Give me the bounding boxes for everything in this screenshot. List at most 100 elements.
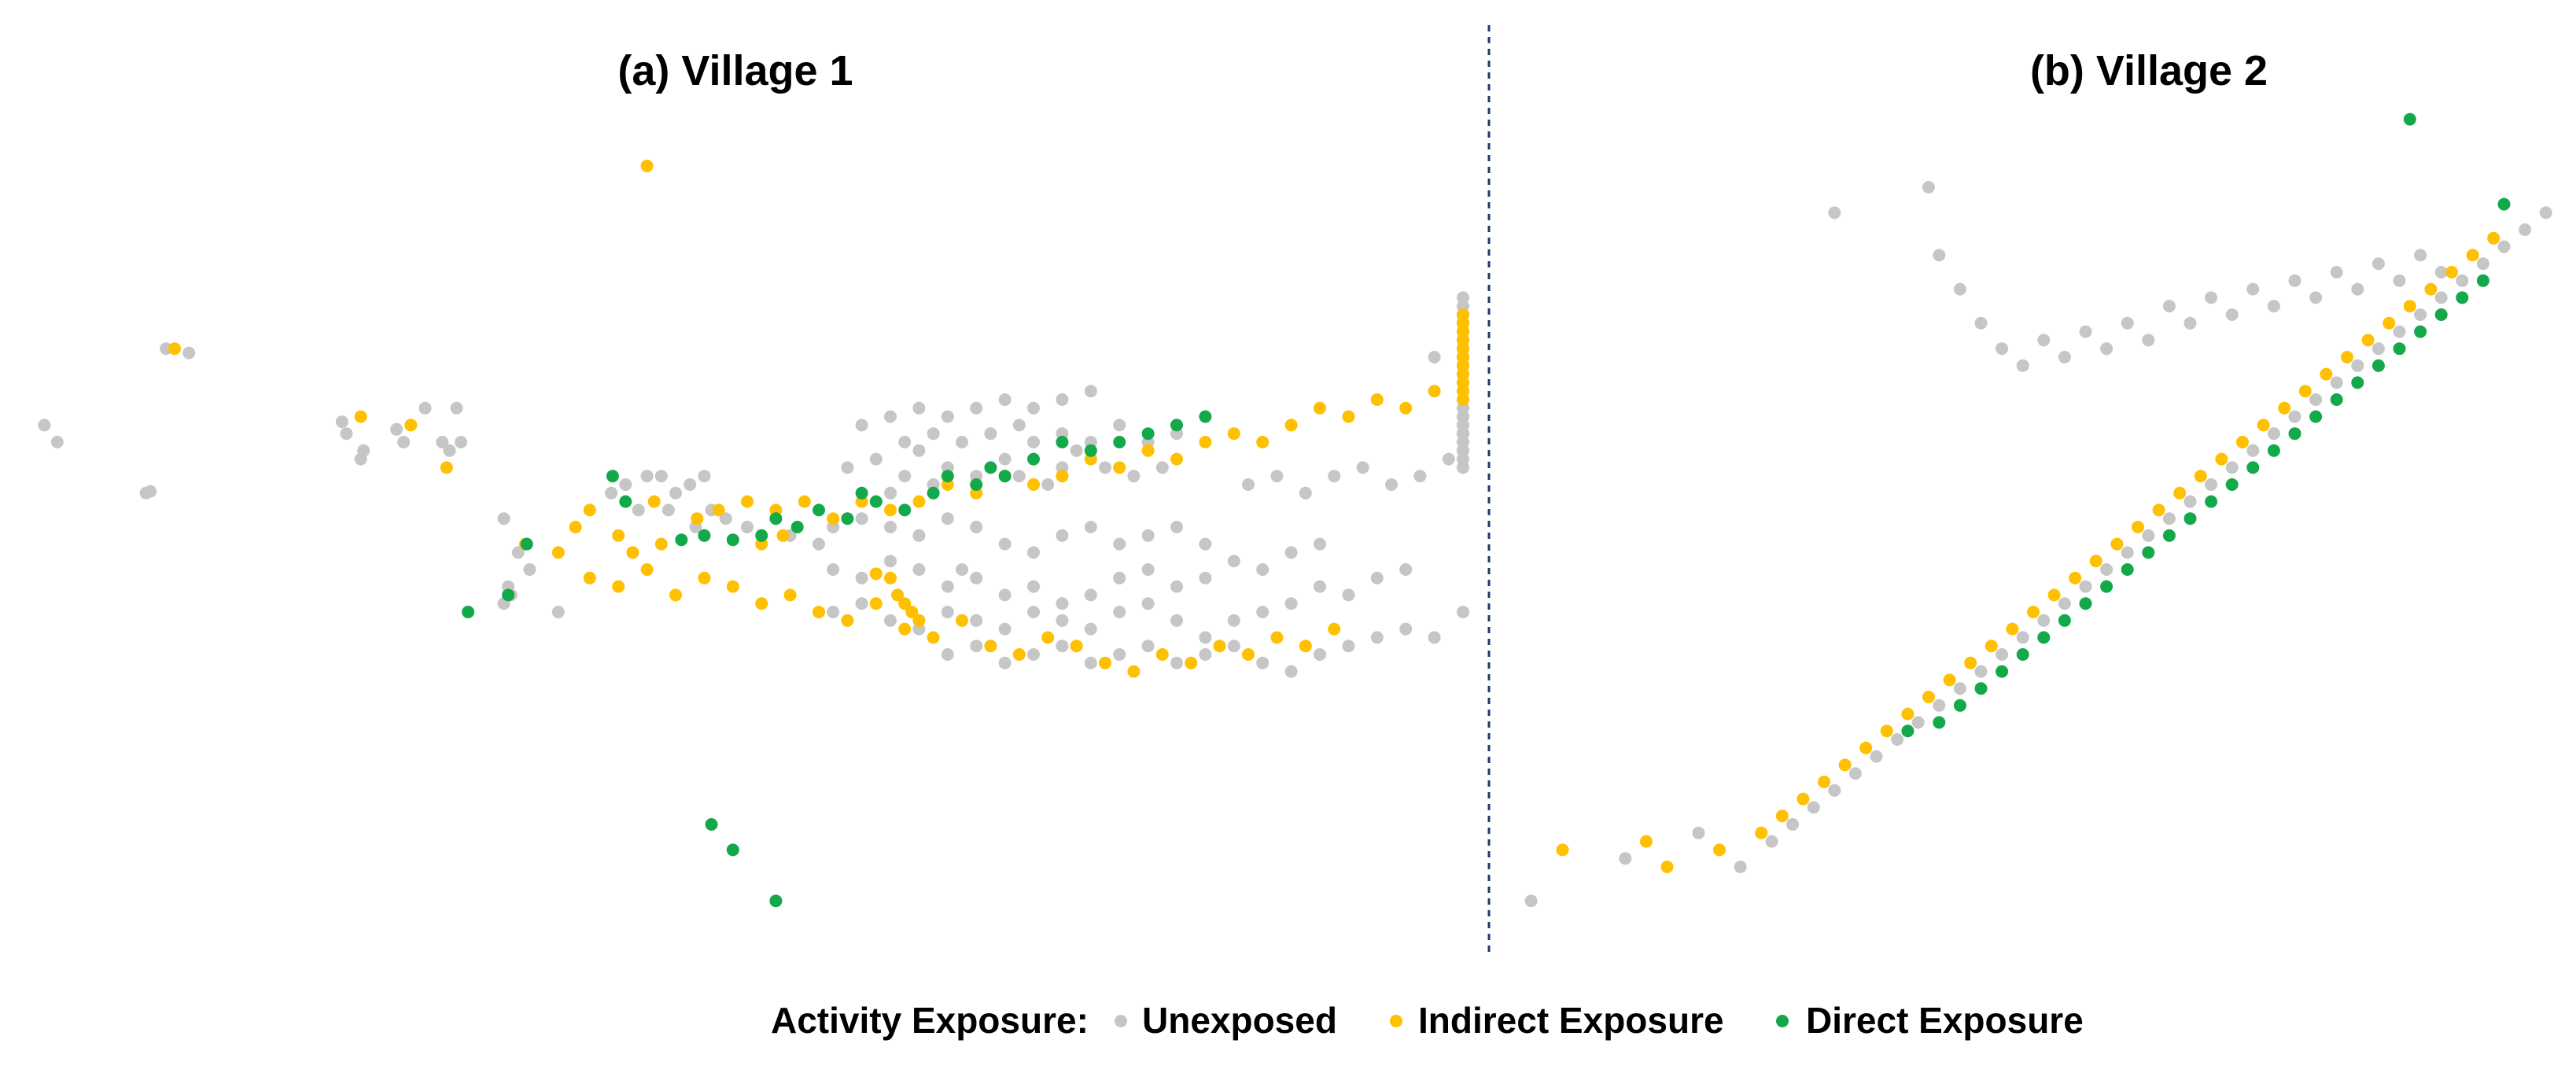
- panel-b-point-unexposed-37: [2434, 291, 2448, 304]
- panel-a-point-unexposed-116: [1027, 606, 1040, 618]
- panel-a-point-unexposed-61: [1012, 470, 1026, 483]
- panel-a-point-unexposed-185: [1428, 351, 1441, 363]
- panel-a-point-unexposed-141: [1256, 656, 1270, 669]
- panel-b-point-direct-exposure-29: [2497, 197, 2511, 211]
- legend-marker-indirect: [1390, 1015, 1402, 1027]
- panel-b-point-unexposed-44: [1922, 181, 1935, 194]
- panel-b-point-unexposed-32: [2330, 376, 2343, 389]
- panel-a-point-indirect-exposure-61: [841, 614, 854, 627]
- panel-a-point-unexposed-7: [357, 444, 370, 457]
- panel-a-point-unexposed-128: [1370, 571, 1384, 584]
- panel-a-point-indirect-exposure-56: [698, 571, 711, 584]
- panel-b-point-indirect-exposure-10: [1880, 725, 1893, 738]
- panel-a-point-indirect-exposure-69: [1070, 640, 1083, 653]
- panel-b-point-unexposed-30: [2288, 410, 2301, 423]
- panel-a-point-unexposed-26: [632, 503, 645, 517]
- panel-a-point-unexposed-9: [335, 415, 348, 429]
- panel-b-points: [1524, 112, 2552, 908]
- panel-a-point-unexposed-47: [956, 563, 968, 576]
- panel-b-point-unexposed-64: [2330, 266, 2343, 278]
- panel-b-point-indirect-exposure-11: [1901, 707, 1914, 721]
- panel-b-point-unexposed-11: [1891, 733, 1904, 746]
- panel-a-point-direct-exposure-15: [898, 503, 912, 517]
- panel-b-point-direct-exposure-14: [2205, 495, 2218, 508]
- legend-label-direct: Direct Exposure: [1806, 1000, 2084, 1041]
- panel-b-point-unexposed-54: [2121, 316, 2134, 330]
- panel-b-point-unexposed-67: [2393, 274, 2406, 287]
- panel-b-point-unexposed-48: [1996, 342, 2009, 356]
- panel-b-point-unexposed-20: [2079, 580, 2092, 593]
- panel-b-point-unexposed-43: [1828, 206, 1841, 219]
- panel-a-point-direct-exposure-18: [970, 478, 983, 491]
- panel-a-point-indirect-exposure-30: [1199, 436, 1212, 448]
- panel-a-point-unexposed-8: [397, 436, 411, 448]
- panel-b-point-unexposed-23: [2142, 529, 2155, 542]
- panel-b-point-unexposed-13: [1933, 699, 1946, 712]
- panel-a-point-direct-exposure-9: [769, 512, 783, 525]
- panel-a-point-unexposed-24: [605, 486, 618, 500]
- panel-b-point-unexposed-69: [2434, 266, 2448, 278]
- panel-a-point-indirect-exposure-74: [1213, 640, 1226, 653]
- legend-title: Activity Exposure:: [771, 1000, 1089, 1041]
- panel-b-point-direct-exposure-1: [1933, 716, 1946, 729]
- panel-a-point-unexposed-14: [436, 436, 449, 448]
- panel-b-point-unexposed-0: [1524, 894, 1538, 908]
- panel-a-point-unexposed-84: [912, 401, 926, 415]
- panel-a-point-indirect-exposure-70: [1099, 656, 1111, 669]
- panel-b-point-direct-exposure-22: [2371, 359, 2385, 372]
- panel-a-point-direct-exposure-2: [520, 537, 533, 551]
- panel-b-point-unexposed-61: [2267, 300, 2280, 313]
- panel-a-point-unexposed-65: [1099, 461, 1111, 474]
- panel-a-point-direct-exposure-14: [869, 495, 883, 508]
- panel-a-point-indirect-exposure-81: [776, 529, 790, 542]
- panel-b-point-unexposed-51: [2058, 351, 2071, 363]
- panel-a-point-direct-exposure-17: [941, 470, 954, 483]
- panel-a-point-unexposed-80: [869, 452, 883, 466]
- panel-a-point-indirect-exposure-87: [912, 614, 926, 627]
- panel-b-point-unexposed-2: [1692, 826, 1705, 839]
- panel-b-point-direct-exposure-0: [1901, 725, 1914, 738]
- panel-a-point-indirect-exposure-52: [583, 571, 596, 584]
- panel-a-point-unexposed-130: [941, 648, 954, 661]
- panel-b-point-unexposed-15: [1974, 665, 1988, 678]
- panel-b-point-unexposed-4: [1734, 861, 1747, 873]
- panel-a-point-unexposed-69: [927, 427, 940, 441]
- panel-a-point-indirect-exposure-64: [927, 631, 940, 644]
- panel-a-point-unexposed-148: [1457, 606, 1469, 618]
- panel-b-point-unexposed-38: [2456, 274, 2469, 287]
- panel-b-point-direct-exposure-8: [2079, 597, 2092, 610]
- panel-a-point-indirect-exposure-1: [354, 410, 367, 423]
- panel-a-point-unexposed-150: [1270, 470, 1284, 483]
- panel-b-point-indirect-exposure-39: [2487, 231, 2500, 245]
- panel-a-point-unexposed-146: [1399, 622, 1413, 636]
- legend-label-unexposed: Unexposed: [1142, 1000, 1337, 1041]
- panel-b-point-indirect-exposure-9: [1859, 741, 1873, 754]
- panel-a-point-indirect-exposure-10: [647, 495, 661, 508]
- panel-a-point-indirect-exposure-24: [1027, 478, 1040, 491]
- panel-b-point-unexposed-41: [2519, 223, 2532, 236]
- panel-b-point-direct-exposure-21: [2351, 376, 2364, 389]
- panel-a-point-indirect-exposure-34: [1314, 401, 1326, 415]
- panel-b-point-unexposed-68: [2414, 249, 2427, 262]
- panel-a-point-indirect-exposure-11: [654, 537, 668, 551]
- panel-b-point-indirect-exposure-34: [2383, 316, 2396, 330]
- panel-b-point-unexposed-34: [2371, 342, 2385, 356]
- panel-a-point-unexposed-132: [998, 656, 1012, 669]
- panel-b-point-direct-exposure-11: [2142, 546, 2155, 559]
- panel-b-point-direct-exposure-23: [2393, 342, 2406, 356]
- panel-a-point-unexposed-68: [912, 444, 926, 457]
- panel-a-point-unexposed-82: [855, 418, 868, 432]
- panel-a-point-unexposed-102: [1141, 563, 1155, 576]
- panel-b-point-unexposed-62: [2288, 274, 2301, 287]
- panel-a-point-indirect-exposure-59: [783, 588, 797, 602]
- panel-b-point-direct-exposure-20: [2330, 393, 2343, 406]
- panel-b-point-unexposed-7: [1807, 801, 1820, 814]
- panel-a-point-unexposed-92: [855, 571, 868, 584]
- panel-a-point-unexposed-117: [1056, 614, 1069, 627]
- panel-a-point-indirect-exposure-16: [798, 495, 811, 508]
- panel-a-point-unexposed-66: [1127, 470, 1141, 483]
- panel-a-point-indirect-exposure-79: [640, 160, 654, 172]
- panel-a-point-direct-exposure-10: [790, 521, 804, 533]
- panel-a-point-indirect-exposure-14: [741, 495, 754, 508]
- panel-b-point-direct-exposure-24: [2414, 325, 2427, 338]
